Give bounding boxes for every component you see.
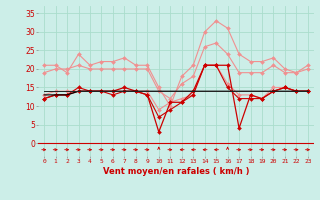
X-axis label: Vent moyen/en rafales ( km/h ): Vent moyen/en rafales ( km/h ) xyxy=(103,167,249,176)
